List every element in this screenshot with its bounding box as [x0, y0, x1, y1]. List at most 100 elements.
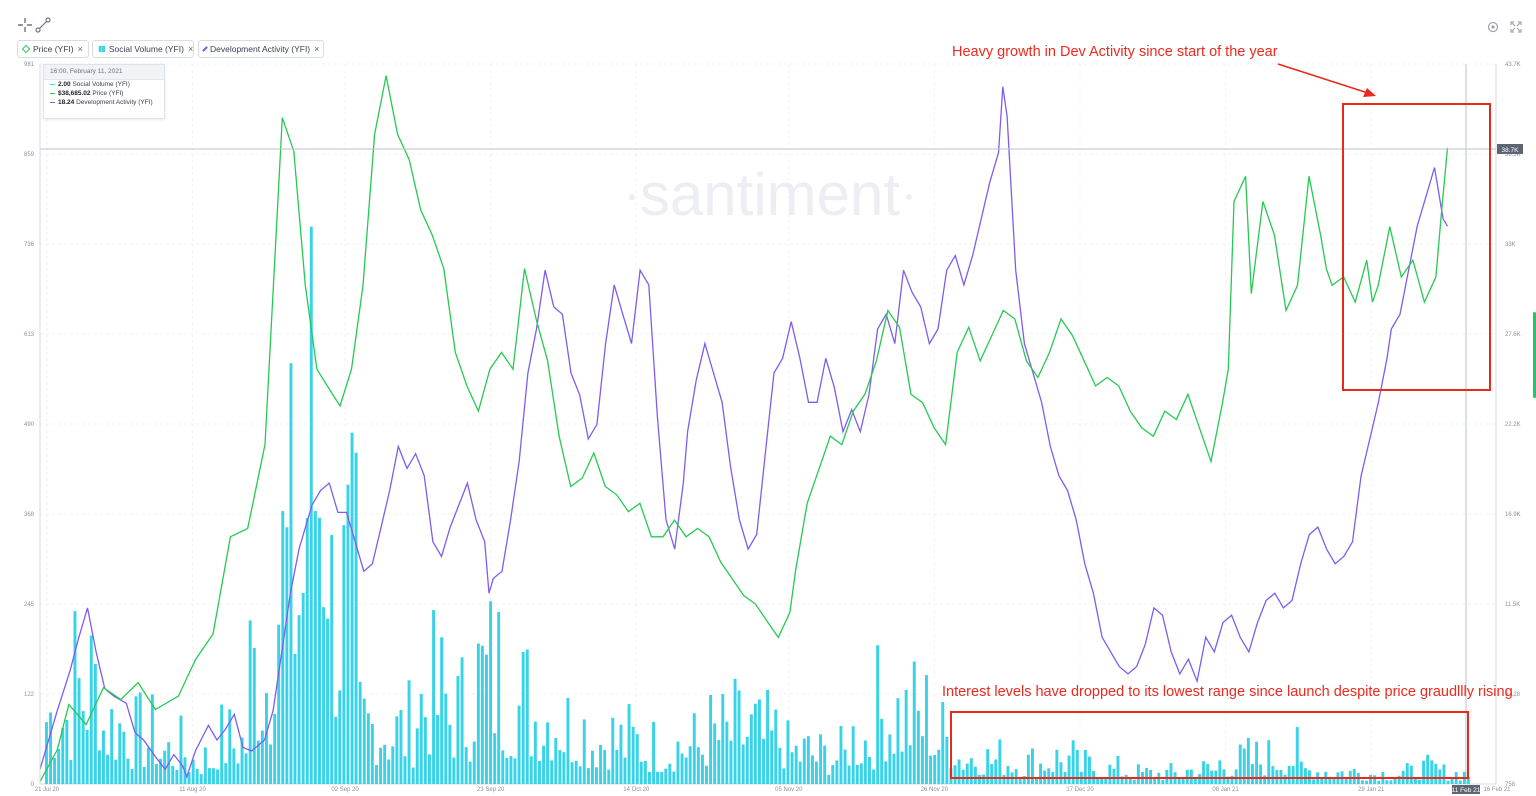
social-volume-bar — [89, 635, 93, 784]
social-volume-bar — [892, 753, 896, 784]
social-volume-bar — [529, 756, 533, 784]
social-volume-bar — [1434, 763, 1438, 784]
crosshair-icon[interactable] — [16, 16, 34, 34]
social-volume-bar — [900, 751, 904, 784]
social-volume-bar — [513, 758, 517, 784]
left-tick-label: 859 — [24, 152, 35, 158]
left-tick-label: 0 — [31, 782, 35, 788]
close-icon[interactable]: × — [314, 44, 320, 54]
chart-toolbar: Price (YFI) × ▮▮ Social Volume (YFI) × D… — [0, 0, 1536, 64]
right-axis-marker-label: 38.7K — [1502, 147, 1520, 154]
social-volume-bar — [1418, 779, 1421, 784]
social-volume-bar — [106, 754, 110, 784]
close-icon[interactable]: × — [187, 44, 194, 54]
social-volume-bar — [456, 675, 460, 784]
social-volume-bar — [542, 745, 546, 784]
scroll-handle[interactable] — [1533, 312, 1536, 398]
social-volume-bar — [998, 739, 1002, 784]
social-volume-bar — [1369, 774, 1373, 784]
x-tick-label: 26 Nov 20 — [921, 787, 949, 793]
social-volume-bar — [187, 772, 191, 784]
annotation-arrow-line — [1277, 63, 1369, 94]
social-volume-bar — [53, 758, 57, 784]
metric-chip-price[interactable]: Price (YFI) × — [17, 40, 89, 58]
price-line — [39, 75, 1449, 782]
social-volume-bar — [794, 745, 798, 784]
social-volume-bar — [603, 749, 607, 784]
metric-chip-dev-activity[interactable]: Development Activity (YFI) × — [198, 40, 324, 58]
social-volume-bar — [1031, 748, 1034, 784]
social-volume-bar — [990, 763, 994, 784]
social-volume-bar — [888, 734, 892, 784]
x-tick-label: 08 Jan 21 — [1212, 787, 1239, 793]
social-volume-bar — [1002, 775, 1006, 784]
social-volume-bar — [1153, 778, 1157, 784]
social-volume-bar — [1328, 776, 1332, 784]
social-volume-bar — [639, 761, 643, 784]
social-volume-bar — [688, 746, 692, 784]
social-volume-bar — [265, 693, 268, 784]
social-volume-bar — [961, 769, 965, 784]
social-volume-bar — [1096, 777, 1100, 784]
social-volume-bar — [1035, 777, 1039, 784]
social-volume-bar — [941, 701, 945, 784]
social-volume-bar — [709, 694, 713, 784]
social-volume-bar — [1389, 780, 1393, 784]
social-volume-bar — [525, 649, 529, 784]
social-volume-bar — [138, 692, 142, 784]
social-volume-bar — [619, 724, 623, 784]
social-volume-bar — [762, 739, 766, 784]
settings-gear-icon[interactable] — [1486, 20, 1500, 34]
social-volume-bar — [937, 749, 941, 784]
draw-line-icon[interactable] — [34, 16, 52, 34]
social-volume-bar — [334, 716, 338, 784]
tooltip-label: Price (YFI) — [92, 90, 124, 97]
social-volume-bar — [1234, 769, 1238, 784]
metric-chip-social-volume[interactable]: ▮▮ Social Volume (YFI) × — [92, 40, 194, 58]
social-volume-bar — [1206, 764, 1210, 784]
social-volume-bar — [273, 713, 277, 784]
left-tick-label: 122 — [24, 692, 35, 698]
social-volume-bar — [986, 749, 990, 784]
left-tick-label: 736 — [24, 242, 35, 248]
annotation-dev-activity: Heavy growth in Dev Activity since start… — [952, 44, 1278, 60]
watermark-dot — [906, 194, 912, 200]
x-tick-label: 02 Sep 20 — [331, 787, 359, 793]
chip-label: Development Activity (YFI) — [210, 44, 311, 54]
social-volume-bar — [778, 747, 782, 784]
social-volume-bar — [199, 774, 203, 784]
x-tick-label: 23 Sep 20 — [477, 787, 505, 793]
social-volume-bar — [1022, 776, 1026, 784]
social-volume-bar — [815, 761, 818, 784]
social-volume-bar — [387, 759, 391, 784]
social-volume-bar — [872, 769, 876, 784]
social-volume-bar — [126, 758, 130, 784]
social-volume-bar — [1344, 778, 1348, 784]
social-volume-bar — [1414, 778, 1417, 784]
social-volume-bar — [1312, 779, 1316, 784]
fullscreen-icon[interactable] — [1509, 20, 1523, 34]
social-volume-bar — [623, 757, 627, 784]
social-volume-bar — [485, 654, 488, 784]
social-volume-bar — [203, 747, 207, 784]
close-icon[interactable]: × — [77, 44, 83, 54]
social-volume-bar — [652, 722, 656, 784]
social-volume-bar — [1136, 764, 1140, 784]
social-volume-bar — [155, 764, 158, 784]
social-volume-bar — [607, 769, 611, 784]
social-volume-bar — [635, 734, 639, 784]
x-tick-label: 17 Dec 20 — [1066, 787, 1094, 793]
social-volume-bar — [745, 736, 749, 784]
social-volume-bar — [933, 755, 937, 784]
social-volume-bar — [297, 615, 301, 784]
tooltip-row-price: $38,685.02 Price (YFI) — [44, 89, 164, 98]
social-volume-bar — [179, 715, 183, 784]
social-volume-bar — [839, 726, 843, 784]
social-volume-bar — [574, 760, 578, 784]
social-volume-bar — [415, 728, 419, 784]
social-volume-bar — [1275, 769, 1279, 784]
left-tick-label: 490 — [24, 422, 35, 428]
social-volume-bar — [403, 756, 407, 784]
social-volume-bar — [1442, 764, 1446, 784]
